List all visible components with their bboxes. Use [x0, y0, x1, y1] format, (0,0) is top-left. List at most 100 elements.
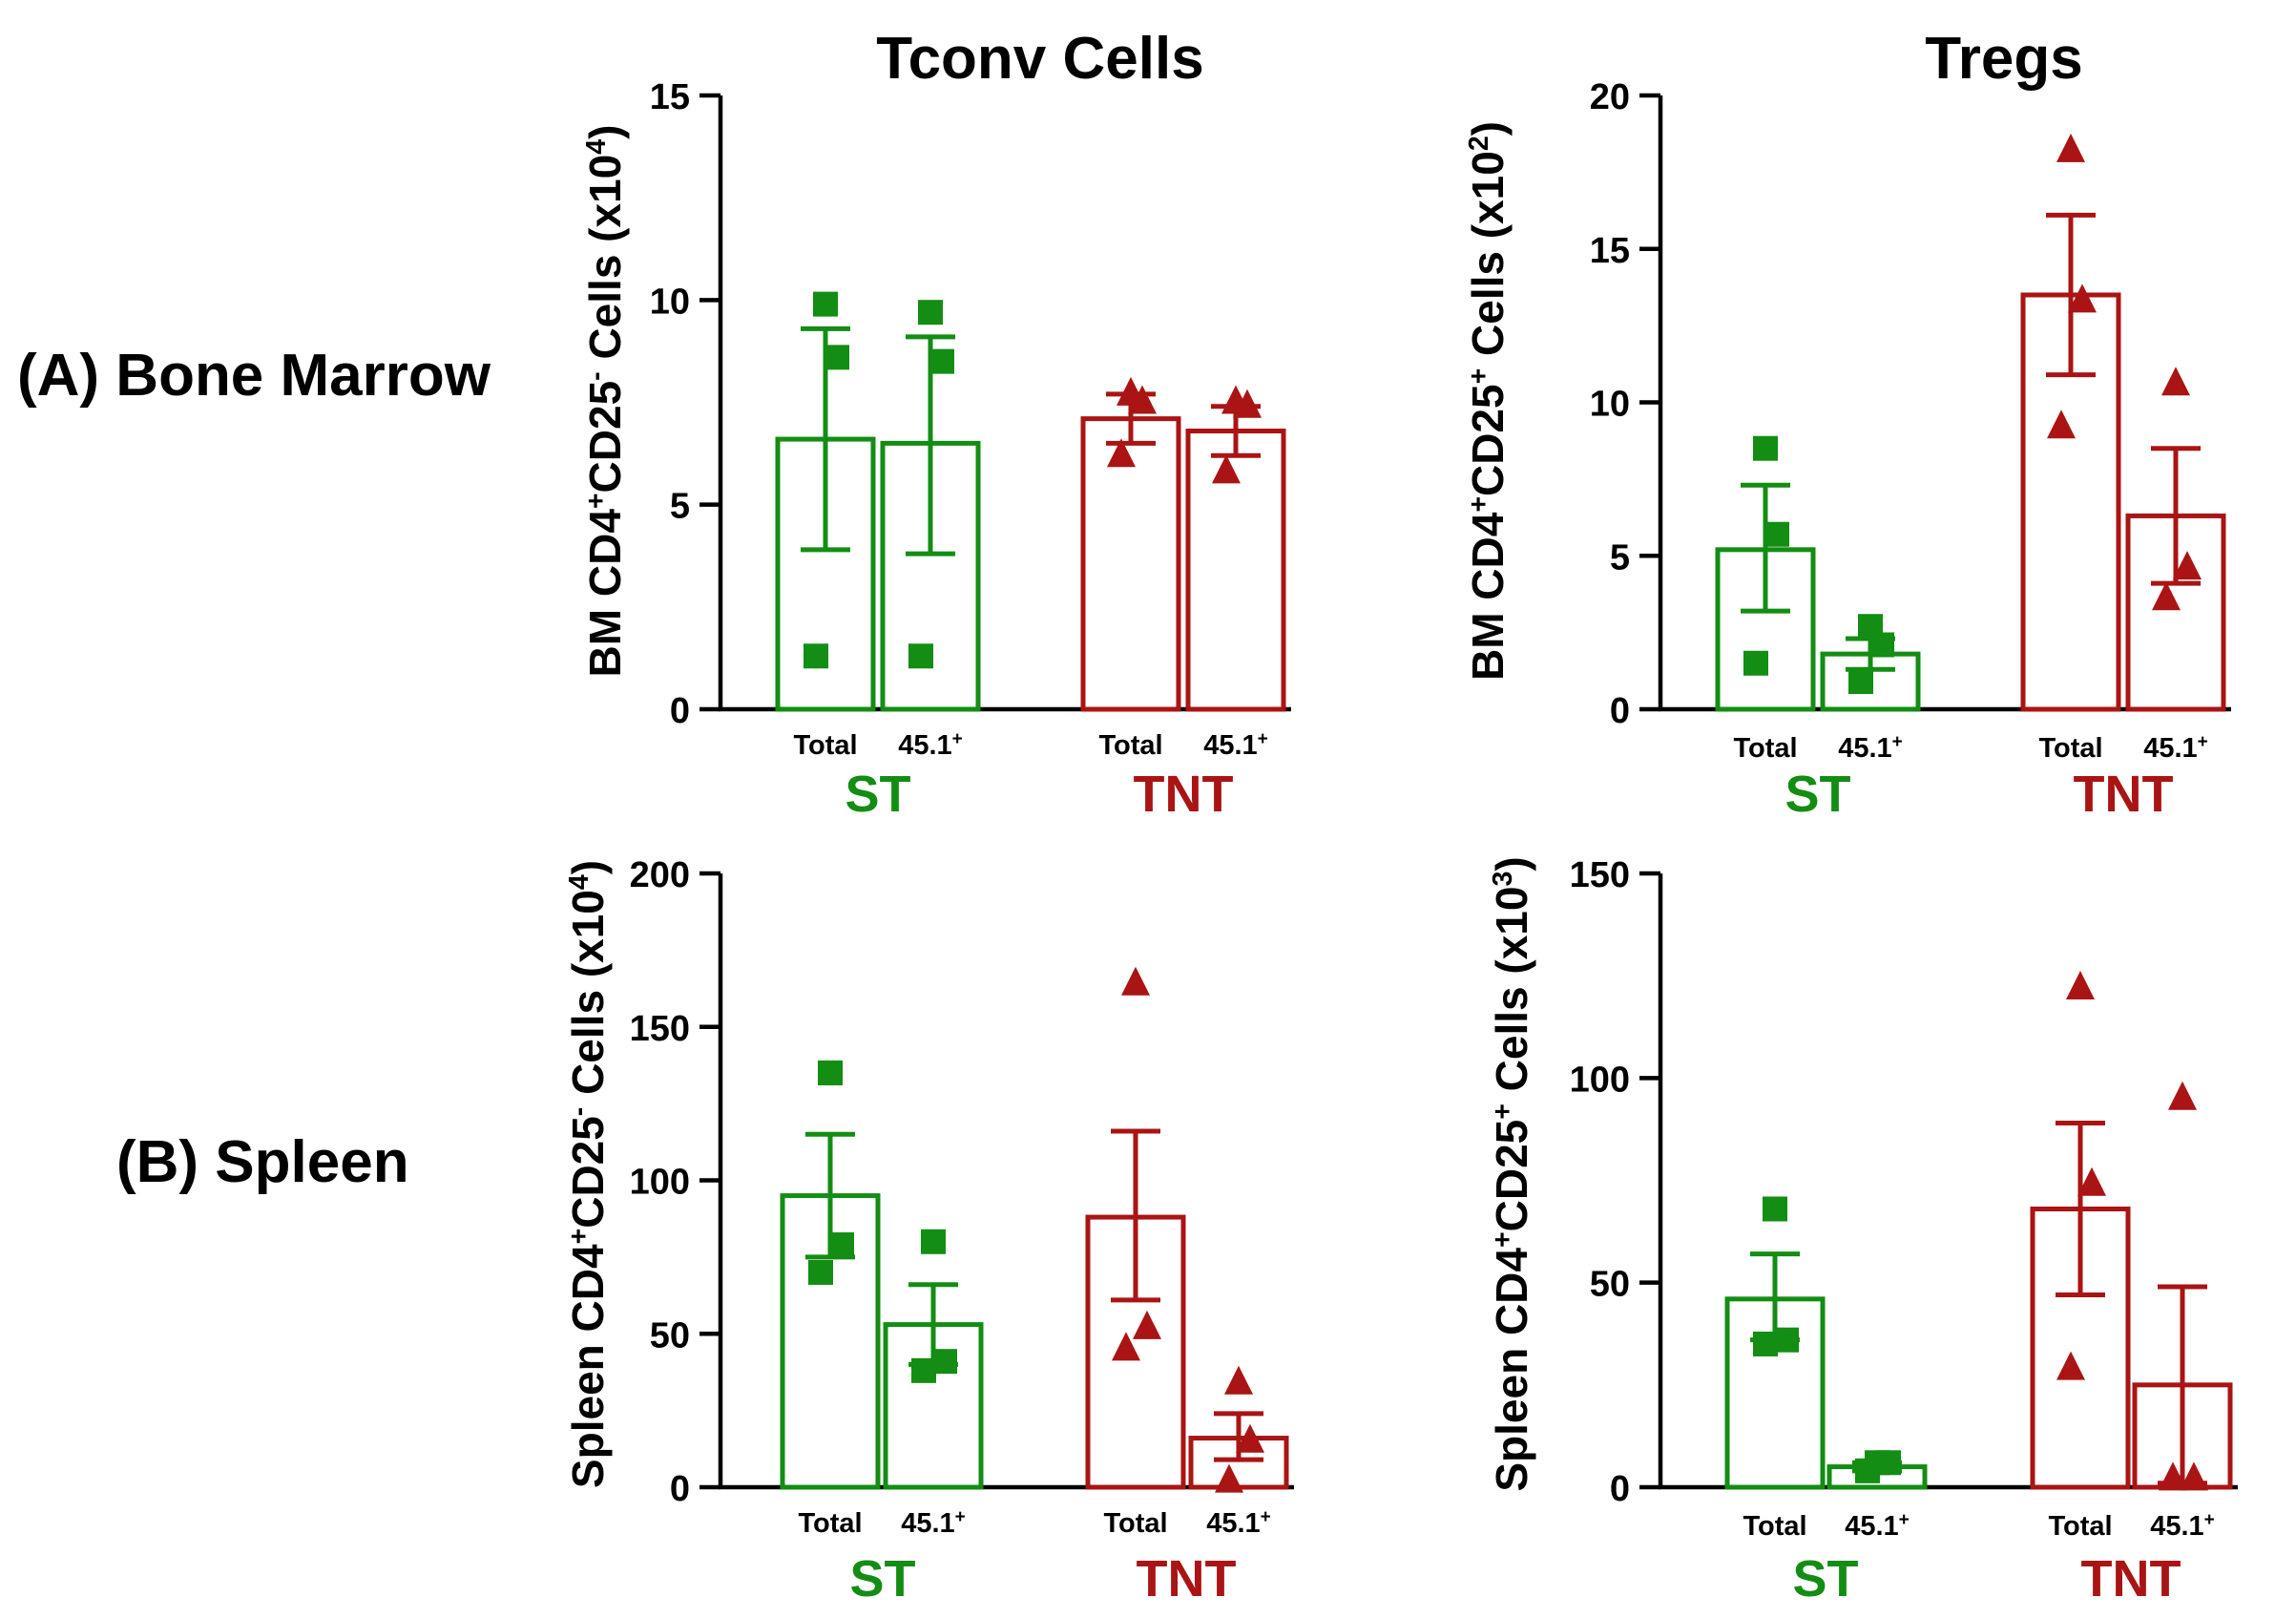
x-tick-label: Total [798, 1508, 862, 1539]
data-point-triangle [2047, 410, 2076, 439]
y-tick-label: 10 [650, 282, 690, 322]
x-tick-label: 45.1+ [901, 1507, 966, 1540]
data-point-square [918, 300, 943, 326]
group-label-st: ST [845, 766, 910, 823]
y-axis-label: BM CD4+CD25- Cells (x104) [580, 125, 630, 678]
data-point-triangle [1112, 1332, 1140, 1361]
x-tick-label: 45.1+ [2150, 1510, 2215, 1543]
y-tick-label: 0 [670, 1469, 690, 1509]
y-tick-label: 20 [1590, 77, 1630, 117]
panel-bm-tconv: 0 5 10 15 Tconv Cells BM CD4+CD25- Cells (x10… [580, 26, 1291, 823]
group-label-tnt: TNT [1134, 766, 1234, 823]
data-point-triangle [1233, 389, 1262, 418]
chart-title: Tconv Cells [876, 26, 1203, 92]
y-tick-label: 0 [1610, 691, 1630, 731]
data-point-square [929, 348, 954, 374]
y-tick-label: 10 [1590, 385, 1630, 425]
y-tick-label: 100 [630, 1163, 690, 1203]
x-tick-label: Total [2048, 1511, 2112, 1542]
data-point-square [908, 643, 933, 669]
data-point-square [808, 1259, 833, 1285]
bar-tnt-3 [1185, 429, 1286, 712]
data-point-triangle [1236, 1423, 1264, 1453]
y-tick-label: 50 [650, 1315, 690, 1355]
y-tick-label: 100 [1570, 1060, 1630, 1100]
data-point-square [1764, 521, 1789, 547]
y-tick-label: 150 [630, 1009, 690, 1049]
x-tick-label: 45.1+ [2143, 732, 2208, 765]
data-point-square [829, 1232, 854, 1258]
data-point-square [1848, 669, 1873, 695]
x-tick-label: 45.1+ [898, 729, 963, 762]
y-tick-label: 200 [630, 855, 690, 895]
y-axis-label: Spleen CD4+CD25- Cells (x104) [563, 860, 613, 1488]
data-point-square [818, 1060, 843, 1085]
x-tick-label: 45.1+ [1845, 1510, 1910, 1543]
data-point-square [1753, 1331, 1778, 1356]
data-point-triangle [2152, 581, 2181, 611]
data-point-triangle [2180, 1461, 2208, 1491]
group-label-tnt: TNT [2081, 1550, 2181, 1607]
data-point-triangle [1224, 1365, 1253, 1395]
x-tick-label: 45.1+ [1838, 732, 1903, 765]
group-label-tnt: TNT [1137, 1550, 1237, 1607]
x-tick-label: 45.1+ [1206, 1507, 1271, 1540]
data-point-square [824, 345, 849, 370]
data-point-square [1743, 650, 1768, 676]
x-tick-label: Total [1733, 733, 1797, 764]
group-label-st: ST [1785, 766, 1850, 823]
data-point-triangle [2056, 1351, 2085, 1380]
data-point-triangle [1128, 385, 1157, 414]
panel-bm-tregs: 0 5 10 15 20 Tregs BM CD4+CD25+ Cells (x102) To… [1463, 26, 2231, 823]
y-tick-label: 150 [1570, 855, 1630, 895]
data-point-triangle [2168, 1081, 2197, 1110]
data-point-square [1763, 1196, 1787, 1222]
y-tick-label: 5 [1610, 537, 1630, 578]
y-axis-label: Spleen CD4+CD25+ Cells (x103) [1487, 856, 1536, 1491]
data-point-square [1855, 1458, 1880, 1483]
data-point-triangle [2068, 284, 2097, 313]
data-point-triangle [2161, 367, 2190, 396]
data-point-square [932, 1349, 957, 1375]
row-label-bone-marrow: (A) Bone Marrow [17, 343, 491, 409]
y-tick-label: 5 [670, 487, 690, 527]
data-point-triangle [1215, 1463, 1243, 1493]
chart-title: Tregs [1925, 26, 2082, 92]
data-point-square [813, 291, 838, 317]
y-axis-label: BM CD4+CD25+ Cells (x102) [1463, 121, 1513, 681]
data-point-square [1869, 632, 1894, 658]
x-tick-label: Total [793, 730, 857, 761]
x-tick-label: 45.1+ [1203, 729, 1268, 762]
y-tick-label: 15 [650, 77, 690, 117]
data-point-triangle [1212, 454, 1241, 484]
data-point-square [804, 643, 828, 669]
x-tick-label: Total [1103, 1508, 1167, 1539]
y-tick-label: 0 [670, 691, 690, 731]
group-label-st: ST [1792, 1550, 1858, 1607]
x-tick-label: Total [1743, 1511, 1806, 1542]
group-label-st: ST [849, 1550, 915, 1607]
data-point-square [911, 1357, 936, 1383]
data-point-square [1753, 435, 1778, 461]
y-tick-label: 15 [1590, 231, 1630, 271]
data-point-triangle [1133, 1310, 1161, 1339]
data-point-square [1774, 1327, 1799, 1353]
data-point-square [1876, 1450, 1901, 1476]
data-point-square [921, 1229, 946, 1254]
group-label-tnt: TNT [2074, 766, 2174, 823]
data-point-triangle [2173, 551, 2202, 580]
panel-spleen-tconv: 0 50 100 150 200 Spleen CD4+CD25- Cells (x104… [563, 855, 1294, 1607]
data-point-triangle [2056, 133, 2085, 162]
data-point-triangle [2077, 1166, 2106, 1196]
y-tick-label: 50 [1590, 1265, 1630, 1305]
x-tick-label: Total [2038, 733, 2102, 764]
y-tick-label: 0 [1610, 1469, 1630, 1509]
data-point-triangle [2159, 1461, 2187, 1491]
row-label-spleen: (B) Spleen [116, 1129, 409, 1195]
data-point-triangle [2066, 971, 2095, 1000]
data-point-triangle [1121, 966, 1150, 996]
x-tick-label: Total [1098, 730, 1162, 761]
panel-spleen-tregs: 0 50 100 150 Spleen CD4+CD25+ Cells (x103) To… [1487, 855, 2238, 1607]
data-point-triangle [1107, 438, 1136, 468]
